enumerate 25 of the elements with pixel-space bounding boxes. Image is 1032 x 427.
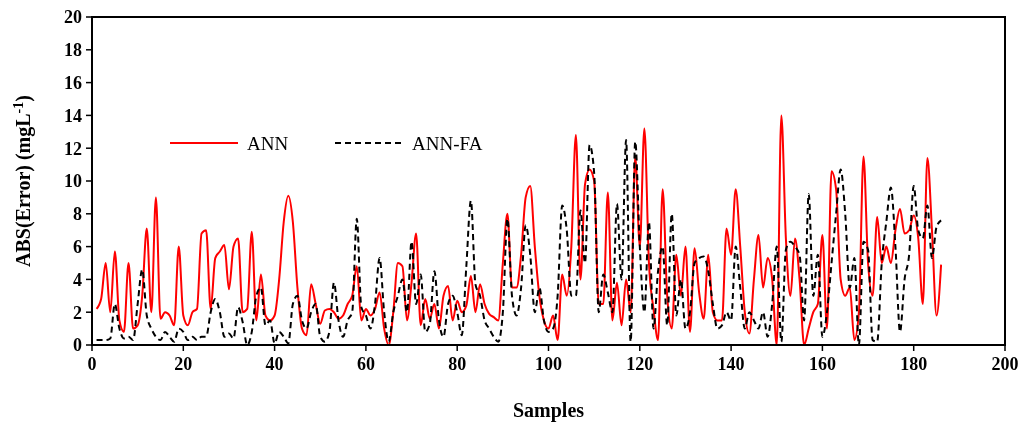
x-tick-label: 60 [356, 354, 375, 374]
x-tick-label: 80 [448, 354, 467, 374]
y-tick-label: 4 [73, 269, 82, 290]
x-axis-title: Samples [512, 399, 585, 422]
x-tick-label: 20 [174, 354, 193, 374]
x-tick-label: 0 [87, 354, 97, 374]
y-tick-label: 20 [64, 7, 82, 28]
y-tick-label: 12 [64, 138, 82, 159]
legend-label: ANN-FA [412, 132, 483, 154]
x-tick-label: 100 [535, 354, 562, 374]
y-tick-label: 10 [64, 171, 82, 192]
x-tick-label: 40 [265, 354, 284, 374]
y-tick-label: 6 [73, 236, 82, 257]
x-tick-label: 180 [900, 354, 928, 374]
x-tick-label: 200 [991, 354, 1019, 374]
x-tick-label: 160 [808, 354, 836, 374]
y-tick-label: 16 [64, 72, 82, 93]
x-tick-label: 120 [626, 354, 654, 374]
y-tick-label: 8 [73, 204, 82, 225]
y-tick-label: 14 [64, 105, 82, 126]
legend-label: ANN [247, 132, 289, 154]
y-tick-label: 18 [64, 40, 82, 61]
y-tick-label: 2 [73, 302, 82, 323]
y-tick-label: 0 [73, 335, 82, 356]
x-tick-label: 140 [717, 354, 745, 374]
